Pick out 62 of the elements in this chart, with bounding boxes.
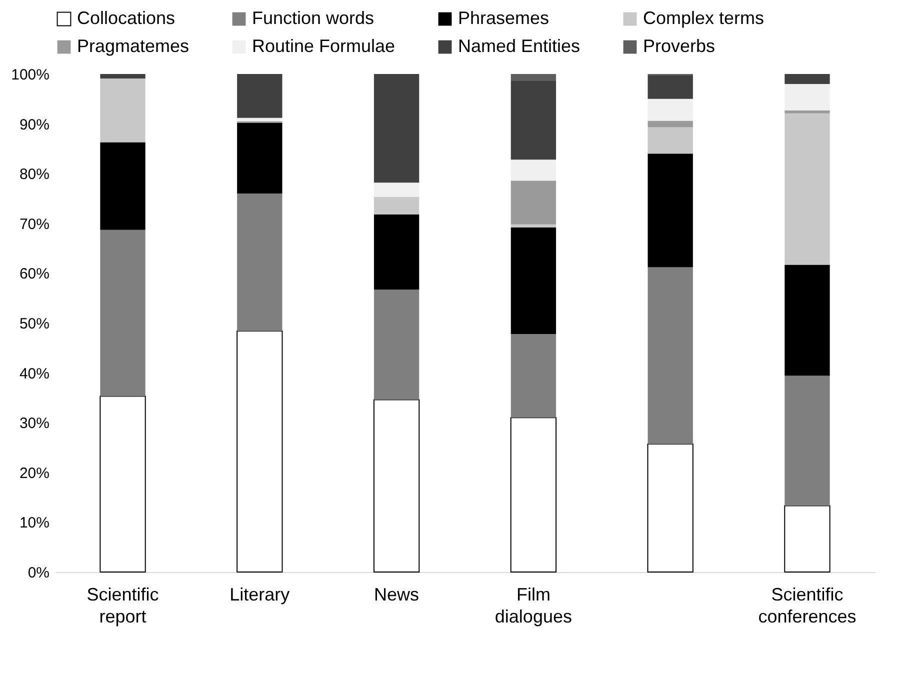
bar xyxy=(784,264,830,376)
y-tick-label: 40% xyxy=(19,365,50,382)
bar xyxy=(510,334,556,418)
bar xyxy=(374,214,420,290)
bar xyxy=(510,74,556,81)
bar xyxy=(100,74,146,78)
bar xyxy=(374,197,420,214)
legend-label: Phrasemes xyxy=(458,8,550,28)
bar xyxy=(510,227,556,334)
bar xyxy=(784,74,830,84)
bar xyxy=(374,74,420,183)
bar xyxy=(237,122,282,194)
bar xyxy=(237,74,282,118)
legend-label: Routine Formulae xyxy=(252,36,396,56)
y-tick-label: 20% xyxy=(19,464,50,482)
y-tick-label: 100% xyxy=(11,66,50,84)
bar xyxy=(510,417,557,572)
bar xyxy=(236,330,283,572)
bar xyxy=(784,113,830,265)
y-tick-label: 70% xyxy=(19,216,50,233)
bar xyxy=(510,180,556,224)
bar xyxy=(784,376,830,506)
y-tick-label: 60% xyxy=(19,266,50,283)
x-tick-label: Literary xyxy=(230,584,290,604)
legend-label: Pragmatemes xyxy=(77,36,190,56)
bar xyxy=(784,505,830,572)
bar xyxy=(648,98,693,121)
bar xyxy=(237,118,282,122)
bar xyxy=(100,78,146,142)
legend-label: Function words xyxy=(252,8,374,28)
bar xyxy=(100,230,146,396)
bar xyxy=(100,142,146,230)
bar xyxy=(510,224,556,228)
bar xyxy=(374,182,420,198)
bar xyxy=(648,154,693,268)
y-tick-label: 90% xyxy=(19,116,50,134)
y-tick-label: 50% xyxy=(19,316,50,332)
bar xyxy=(237,194,282,331)
legend-label: Named Entities xyxy=(458,36,580,56)
bar xyxy=(510,80,556,160)
y-tick-label: 80% xyxy=(19,166,50,184)
legend-label: Proverbs xyxy=(643,36,716,56)
legend-label: Collocations xyxy=(77,8,176,28)
bar xyxy=(647,444,694,572)
x-tick-label: Film dialogues xyxy=(494,584,572,626)
bar xyxy=(784,110,830,114)
bar xyxy=(374,290,420,400)
bar xyxy=(100,396,146,572)
x-tick-label: Scientific conferences xyxy=(758,584,856,626)
bar xyxy=(510,160,556,181)
x-tick-label: Scientific report xyxy=(86,584,159,626)
y-tick-label: 30% xyxy=(19,415,50,432)
bar xyxy=(784,84,830,110)
bar xyxy=(648,120,693,128)
bar xyxy=(373,399,420,572)
bar xyxy=(648,75,693,99)
y-tick-label: 10% xyxy=(19,514,50,532)
legend-label: Complex terms xyxy=(643,8,764,28)
bar xyxy=(648,267,693,444)
bar xyxy=(648,127,693,154)
y-tick-label: 0% xyxy=(28,564,50,582)
x-tick-label: News xyxy=(374,584,420,604)
